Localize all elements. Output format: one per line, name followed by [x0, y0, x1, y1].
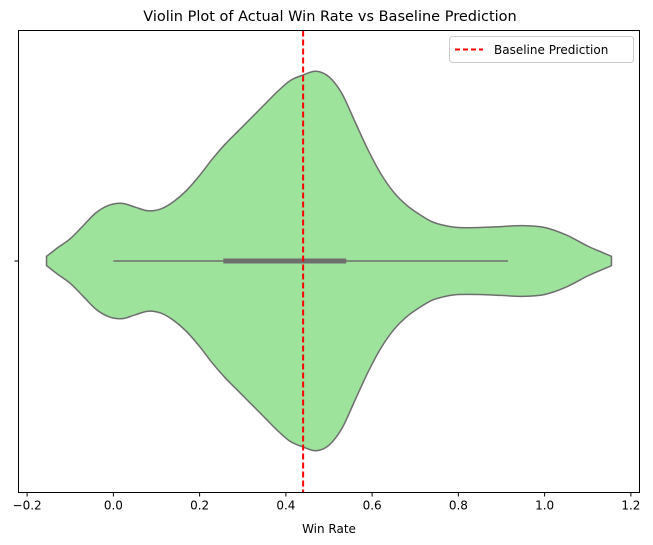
x-tick-label: 0.6	[363, 499, 382, 513]
x-tick-label: 1.0	[535, 499, 554, 513]
x-axis-label: Win Rate	[302, 522, 356, 536]
chart-title: Violin Plot of Actual Win Rate vs Baseli…	[143, 9, 516, 25]
x-tick-label: 0.0	[104, 499, 123, 513]
legend: Baseline Prediction	[449, 36, 634, 63]
legend-box	[449, 36, 634, 63]
x-tick-label: −0.2	[13, 499, 42, 513]
x-tick-label: 0.4	[276, 499, 295, 513]
x-tick-label: 0.8	[449, 499, 468, 513]
x-tick-label: 1.2	[621, 499, 640, 513]
x-axis: −0.2 0.0 0.2 0.4 0.6 0.8 1.0 1.2	[13, 492, 640, 513]
plot-area	[45, 30, 613, 493]
legend-label: Baseline Prediction	[494, 43, 608, 57]
x-tick-label: 0.2	[190, 499, 209, 513]
